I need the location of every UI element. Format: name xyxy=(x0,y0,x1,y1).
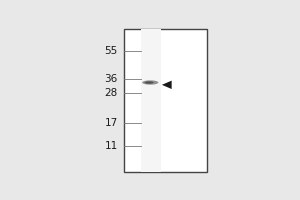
Text: 55: 55 xyxy=(104,46,118,56)
Polygon shape xyxy=(162,81,172,89)
Bar xyxy=(141,29,161,172)
Text: 36: 36 xyxy=(104,74,118,84)
Text: 28: 28 xyxy=(104,88,118,98)
Bar xyxy=(207,29,208,172)
Ellipse shape xyxy=(145,81,154,84)
Text: 11: 11 xyxy=(104,141,118,151)
Bar xyxy=(124,29,207,172)
Ellipse shape xyxy=(142,80,158,85)
Text: 17: 17 xyxy=(104,118,118,128)
